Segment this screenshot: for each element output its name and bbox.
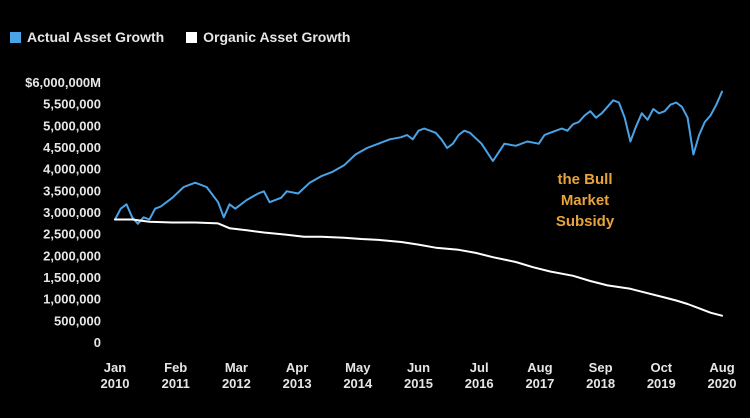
y-tick-label: 4,000,000: [43, 162, 101, 177]
y-tick-label: $6,000,000M: [25, 75, 101, 90]
series-layer: [114, 90, 723, 317]
x-tick-label: Jan 2010: [101, 360, 130, 391]
legend-label-organic: Organic Asset Growth: [203, 29, 351, 45]
x-tick-label: Oct 2019: [647, 360, 676, 391]
x-tick-label: Aug 2020: [708, 360, 737, 391]
series-line-organic: [114, 218, 723, 317]
annotation-line: Subsidy: [556, 213, 615, 230]
x-tick-label: Aug 2017: [525, 360, 554, 391]
x-tick-label: Jun 2015: [404, 360, 433, 391]
y-tick-label: 1,500,000: [43, 270, 101, 285]
y-tick-label: 0: [94, 335, 101, 350]
y-tick-label: 500,000: [54, 313, 101, 328]
y-tick-label: 5,500,000: [43, 97, 101, 112]
x-tick-label: Jul 2016: [465, 360, 494, 391]
y-axis: $6,000,000M 5,500,000 5,000,000 4,500,000 4,…: [25, 75, 101, 350]
x-tick-label: Mar 2012: [222, 360, 251, 391]
y-tick-label: 2,000,000: [43, 248, 101, 263]
y-tick-label: 4,500,000: [43, 140, 101, 155]
legend-item-organic[interactable]: Organic Asset Growth: [186, 29, 350, 45]
y-tick-label: 1,000,000: [43, 292, 101, 307]
legend-swatch-organic: [186, 31, 198, 43]
annotation-line: Market: [561, 192, 609, 209]
x-tick-label: May 2014: [343, 360, 373, 391]
x-tick-label: Sep 2018: [586, 360, 615, 391]
y-tick-label: 5,000,000: [43, 118, 101, 133]
x-tick-label: Feb 2011: [162, 360, 190, 391]
legend-item-actual[interactable]: Actual Asset Growth: [10, 29, 164, 45]
y-tick-label: 3,000,000: [43, 205, 101, 220]
legend-swatch-actual: [10, 31, 21, 43]
y-tick-label: 3,500,000: [43, 183, 101, 198]
legend-label-actual: Actual Asset Growth: [27, 29, 165, 45]
x-axis: Jan 2010 Feb 2011 Mar 2012 Apr 2013 May 2014 Jun 20…: [101, 360, 737, 391]
series-line-actual: [114, 90, 723, 225]
legend: Actual Asset Growth Organic Asset Growth: [10, 29, 350, 45]
annotation-line: the Bull: [558, 171, 613, 188]
x-tick-label: Apr 2013: [283, 360, 312, 391]
annotation: the Bull Market Subsidy: [556, 171, 615, 230]
y-tick-label: 2,500,000: [43, 227, 101, 242]
